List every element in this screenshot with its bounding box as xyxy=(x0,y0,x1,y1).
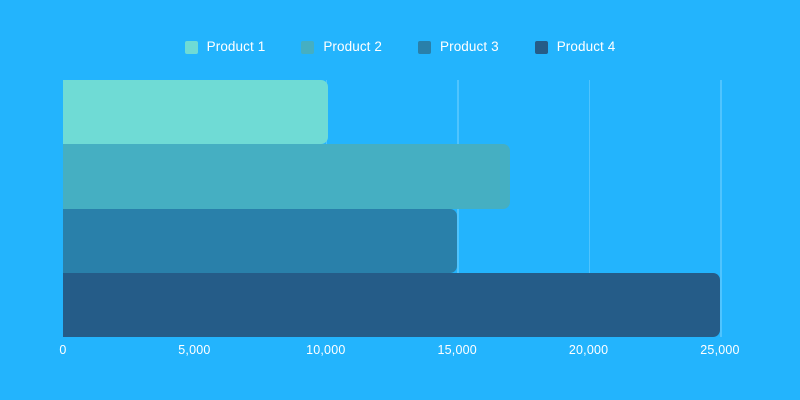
legend-swatch-icon xyxy=(534,40,548,54)
gridline xyxy=(720,80,722,337)
x-tick-label: 15,000 xyxy=(437,343,477,357)
gridline xyxy=(457,80,459,337)
legend-item-label: Product 3 xyxy=(440,39,499,54)
gridline xyxy=(588,80,591,337)
bar-row xyxy=(63,144,720,209)
bar[interactable] xyxy=(63,272,720,337)
legend-item[interactable]: Product 2 xyxy=(301,36,382,58)
bar[interactable] xyxy=(63,208,458,273)
legend-swatch-icon xyxy=(301,40,315,54)
legend-item[interactable]: Product 1 xyxy=(184,36,266,58)
x-tick-label: 20,000 xyxy=(568,343,609,357)
legend-swatch-icon xyxy=(184,40,198,54)
legend-swatch-icon xyxy=(418,40,431,54)
x-tick-label: 5,000 xyxy=(178,343,211,357)
legend-item-label: Product 4 xyxy=(556,39,616,54)
plot-area xyxy=(63,80,722,337)
bar-row xyxy=(63,80,720,145)
chart-legend: Product 1 Product 2 Product 3 Product 4 xyxy=(0,36,800,58)
x-tick-label: 0 xyxy=(59,343,67,357)
legend-item-label: Product 1 xyxy=(206,39,266,54)
x-tick-label: 10,000 xyxy=(306,343,346,357)
bar[interactable] xyxy=(63,144,510,209)
legend-item[interactable]: Product 3 xyxy=(418,36,499,58)
legend-item[interactable]: Product 4 xyxy=(534,36,616,58)
bar[interactable] xyxy=(63,80,329,145)
bar-row xyxy=(63,208,720,273)
bar-row xyxy=(63,272,720,337)
x-axis: 0 5,000 10,000 15,000 20,000 25,000 xyxy=(0,340,800,362)
bar-series-group xyxy=(63,80,720,337)
legend-item-label: Product 2 xyxy=(323,39,382,54)
x-tick-label: 25,000 xyxy=(700,343,740,357)
